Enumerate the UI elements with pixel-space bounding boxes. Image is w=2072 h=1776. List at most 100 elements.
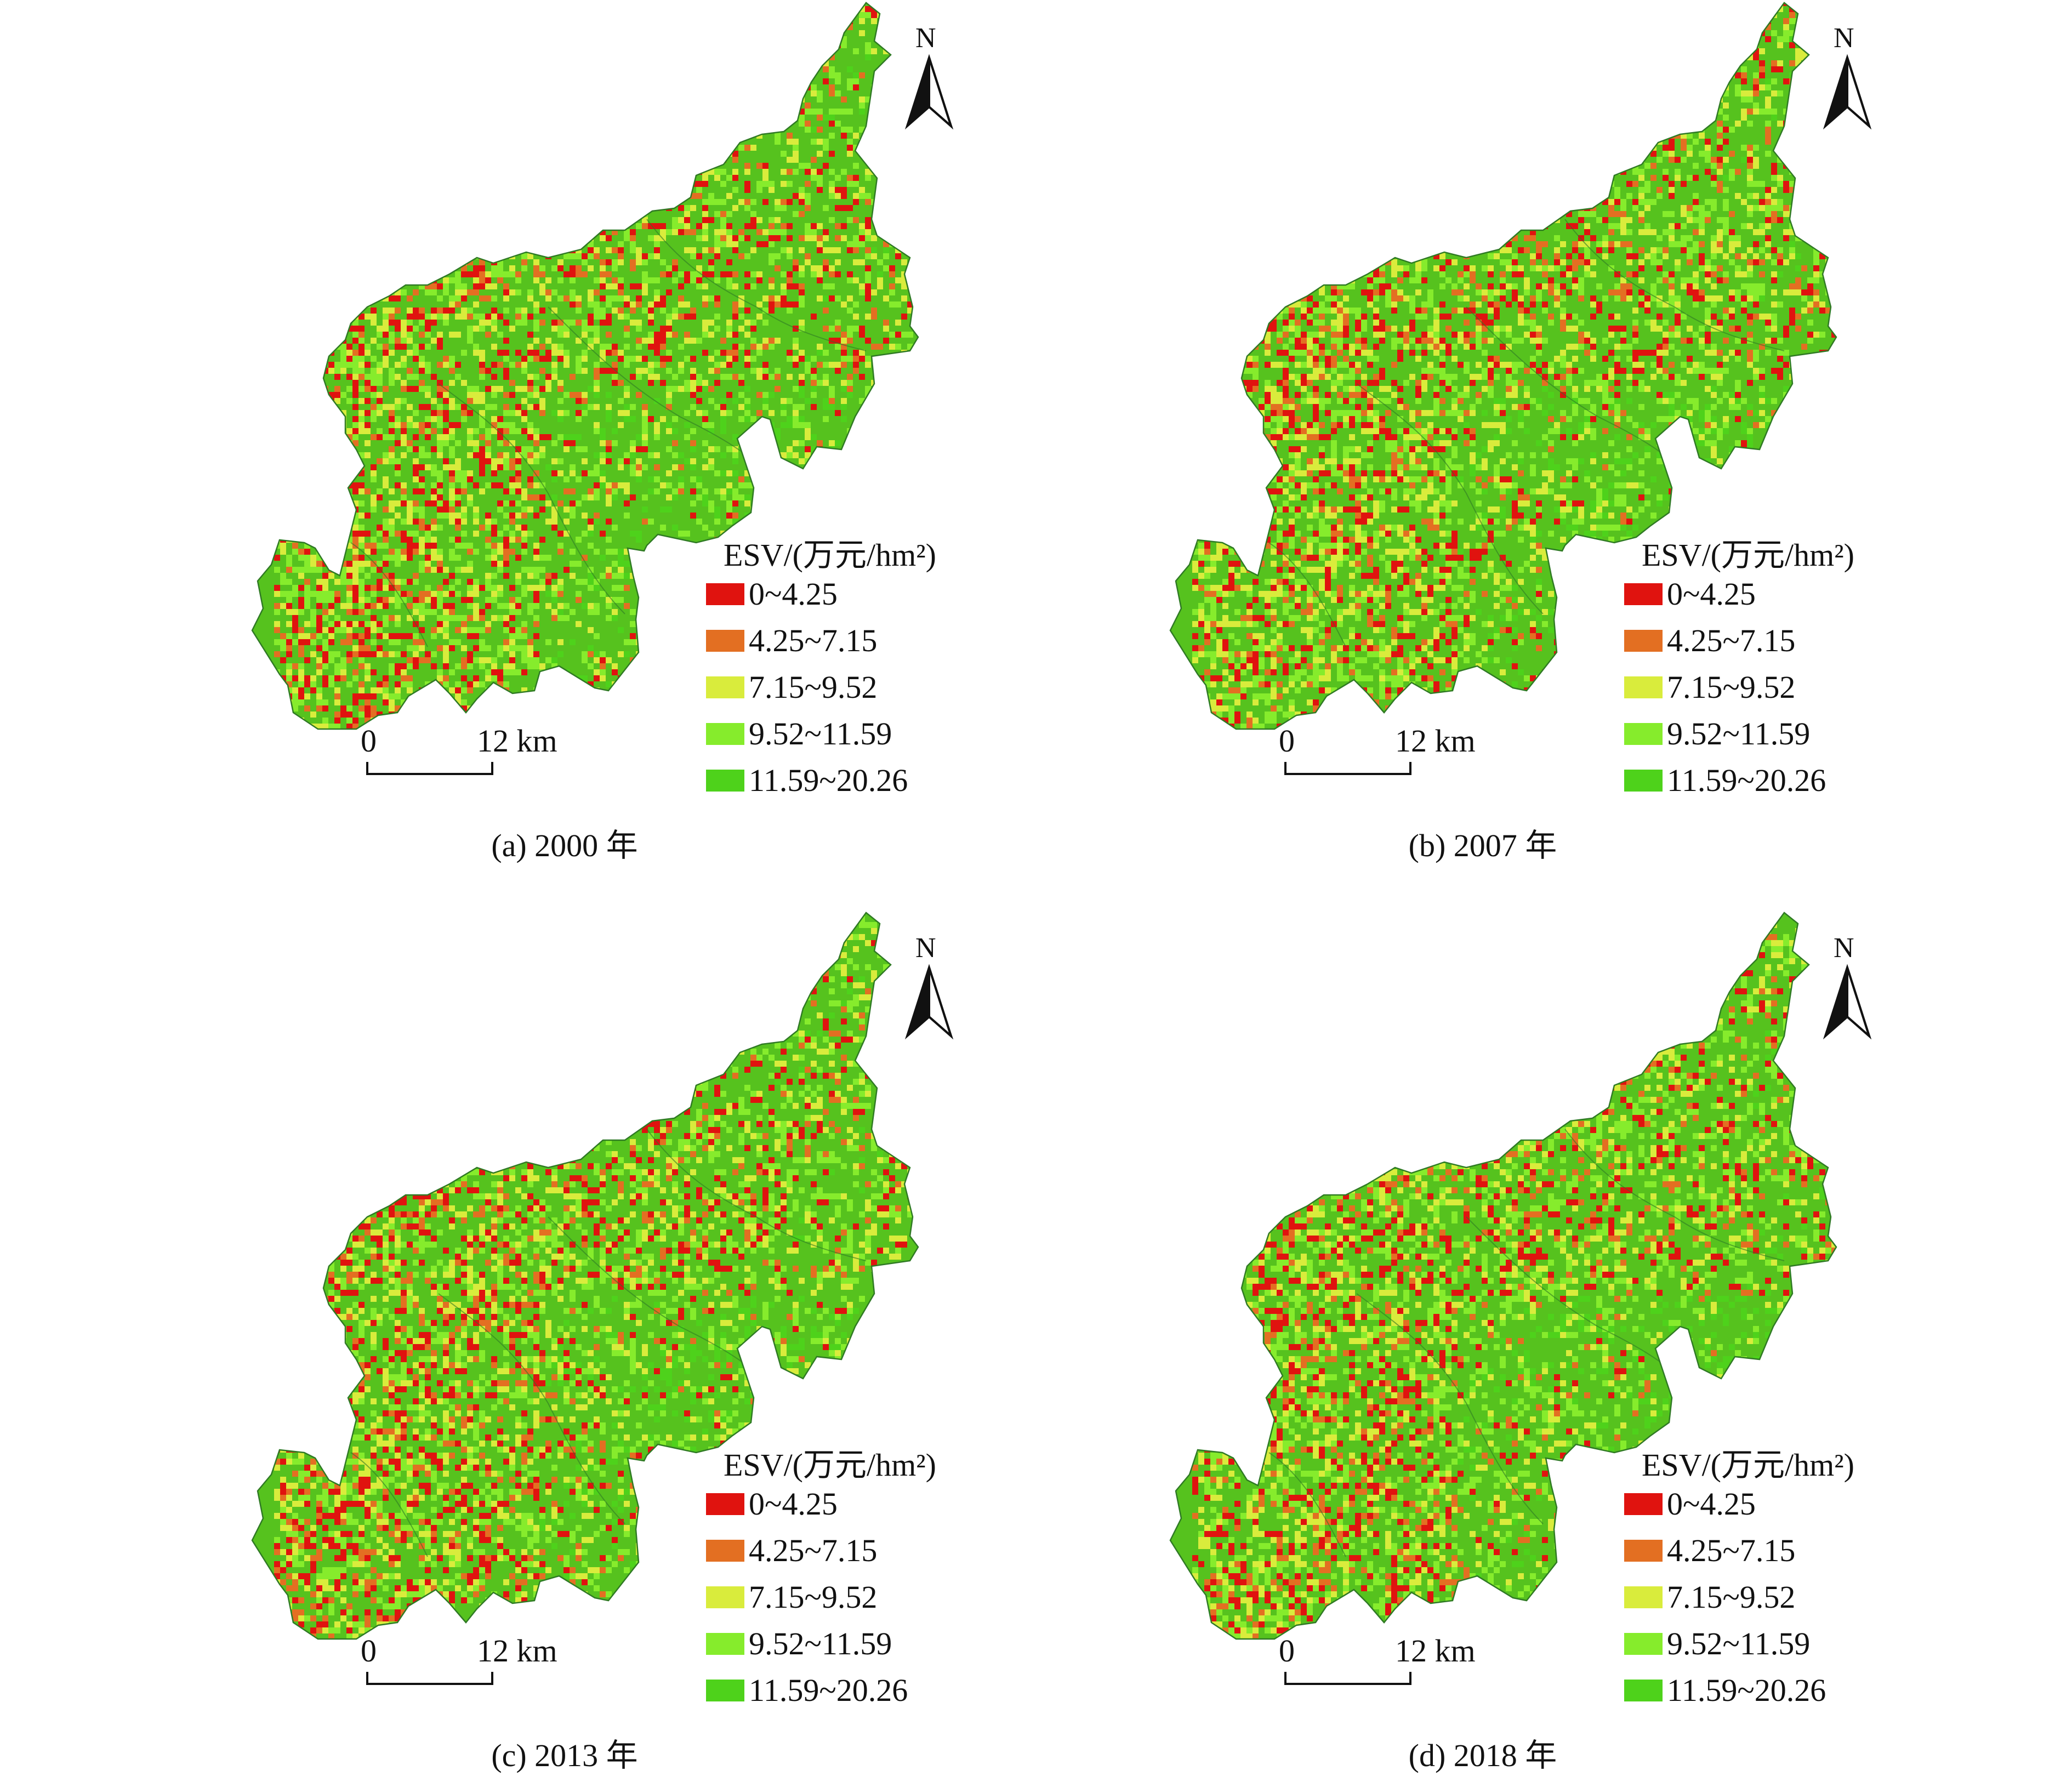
legend-swatch-class-2 <box>1624 1539 1663 1562</box>
legend-swatch-class-5 <box>706 769 744 792</box>
legend-label: 0~4.25 <box>749 1485 838 1522</box>
legend-item-class-4: 9.52~11.59 <box>1624 715 1810 752</box>
legend-swatch-class-4 <box>1624 722 1663 745</box>
legend-label: 11.59~20.26 <box>1667 1672 1826 1709</box>
legend-title: ESV/(万元/hm²) <box>1642 529 1854 575</box>
legend-swatch-class-3 <box>706 1586 744 1608</box>
legend-item-class-3: 7.15~9.52 <box>706 1579 877 1615</box>
panel-caption: (d) 2018 年 <box>1017 1729 1949 1775</box>
legend-swatch-class-4 <box>1624 1632 1663 1655</box>
legend-item-class-1: 0~4.25 <box>706 576 838 612</box>
legend-label: 9.52~11.59 <box>1667 715 1810 752</box>
legend-label: 9.52~11.59 <box>749 715 892 752</box>
legend-title: ESV/(万元/hm²) <box>724 1439 936 1485</box>
legend-label: 4.25~7.15 <box>1667 1532 1795 1569</box>
legend-swatch-class-1 <box>1624 1493 1663 1515</box>
scale-bar <box>366 762 493 775</box>
legend-label: 11.59~20.26 <box>1667 762 1826 799</box>
legend-label: 4.25~7.15 <box>749 1532 877 1569</box>
legend-label: 9.52~11.59 <box>1667 1625 1810 1662</box>
region-outline <box>251 912 919 1640</box>
legend-item-class-5: 11.59~20.26 <box>1624 1672 1826 1709</box>
legend-label: 7.15~9.52 <box>1667 1579 1795 1615</box>
legend-item-class-2: 4.25~7.15 <box>706 1532 877 1569</box>
map-panel-b: N ESV/(万元/hm²) 0~4.25 4.25~7.15 7.15~9.5… <box>1017 0 1949 866</box>
legend-item-class-1: 0~4.25 <box>1624 1485 1756 1522</box>
legend-item-class-3: 7.15~9.52 <box>706 669 877 705</box>
scale-bar <box>1284 1672 1411 1685</box>
map-panel-c: N ESV/(万元/hm²) 0~4.25 4.25~7.15 7.15~9.5… <box>99 910 1031 1776</box>
north-arrow-icon <box>904 964 954 1040</box>
scale-bar <box>1284 762 1411 775</box>
legend-title: ESV/(万元/hm²) <box>724 529 936 575</box>
legend-item-class-4: 9.52~11.59 <box>706 1625 892 1662</box>
panel-caption: (b) 2007 年 <box>1017 819 1949 866</box>
legend-item-class-3: 7.15~9.52 <box>1624 669 1795 705</box>
legend-item-class-2: 4.25~7.15 <box>1624 1532 1795 1569</box>
scale-start-label: 0 <box>361 722 377 759</box>
legend-swatch-class-2 <box>706 629 744 652</box>
legend-item-class-2: 4.25~7.15 <box>1624 622 1795 659</box>
legend-label: 7.15~9.52 <box>749 669 877 705</box>
legend-label: 0~4.25 <box>1667 576 1756 612</box>
north-arrow-icon <box>904 54 954 130</box>
legend-swatch-class-4 <box>706 1632 744 1655</box>
north-arrow-icon <box>1823 964 1872 1040</box>
legend-label: 7.15~9.52 <box>749 1579 877 1615</box>
legend-item-class-4: 9.52~11.59 <box>706 715 892 752</box>
scale-end-label: 12 km <box>1395 722 1476 759</box>
legend-swatch-class-5 <box>706 1679 744 1701</box>
legend-item-class-3: 7.15~9.52 <box>1624 1579 1795 1615</box>
region-outline <box>1169 2 1837 730</box>
legend-label: 4.25~7.15 <box>1667 622 1795 659</box>
scale-end-label: 12 km <box>477 722 557 759</box>
legend-swatch-class-5 <box>1624 1679 1663 1701</box>
scale-end-label: 12 km <box>477 1632 557 1669</box>
scale-start-label: 0 <box>361 1632 377 1669</box>
esv-map-2013 <box>251 912 954 1685</box>
region-outline <box>251 2 919 730</box>
legend-label: 4.25~7.15 <box>749 622 877 659</box>
legend-label: 9.52~11.59 <box>749 1625 892 1662</box>
legend-label: 11.59~20.26 <box>749 1672 908 1709</box>
panel-caption: (a) 2000 年 <box>99 819 1031 866</box>
legend-item-class-4: 9.52~11.59 <box>1624 1625 1810 1662</box>
legend-swatch-class-3 <box>1624 1586 1663 1608</box>
legend-swatch-class-5 <box>1624 769 1663 792</box>
north-label: N <box>1834 932 1854 964</box>
legend-title: ESV/(万元/hm²) <box>1642 1439 1854 1485</box>
legend-item-class-1: 0~4.25 <box>706 1485 838 1522</box>
scale-start-label: 0 <box>1279 1632 1295 1669</box>
legend-label: 0~4.25 <box>1667 1485 1756 1522</box>
scale-bar <box>366 1672 493 1685</box>
legend-item-class-2: 4.25~7.15 <box>706 622 877 659</box>
legend-item-class-5: 11.59~20.26 <box>706 762 908 799</box>
legend-swatch-class-3 <box>1624 676 1663 698</box>
legend-swatch-class-4 <box>706 722 744 745</box>
legend-swatch-class-2 <box>1624 629 1663 652</box>
legend-swatch-class-1 <box>706 1493 744 1515</box>
esv-map-2000 <box>251 2 954 775</box>
legend-item-class-5: 11.59~20.26 <box>1624 762 1826 799</box>
legend-swatch-class-1 <box>1624 583 1663 605</box>
legend-swatch-class-3 <box>706 676 744 698</box>
esv-map-2007 <box>1169 2 1872 775</box>
legend-item-class-5: 11.59~20.26 <box>706 1672 908 1709</box>
legend-label: 0~4.25 <box>749 576 838 612</box>
scale-end-label: 12 km <box>1395 1632 1476 1669</box>
map-panel-a: N ESV/(万元/hm²) 0~4.25 4.25~7.15 7.15~9.5… <box>99 0 1031 866</box>
panel-caption: (c) 2013 年 <box>99 1729 1031 1775</box>
north-label: N <box>1834 22 1854 54</box>
legend-item-class-1: 0~4.25 <box>1624 576 1756 612</box>
esv-map-2018 <box>1169 912 1872 1685</box>
legend-label: 7.15~9.52 <box>1667 669 1795 705</box>
north-arrow-icon <box>1823 54 1872 130</box>
legend-label: 11.59~20.26 <box>749 762 908 799</box>
legend-swatch-class-1 <box>706 583 744 605</box>
scale-start-label: 0 <box>1279 722 1295 759</box>
region-outline <box>1169 912 1837 1640</box>
north-label: N <box>915 22 936 54</box>
legend-swatch-class-2 <box>706 1539 744 1562</box>
north-label: N <box>915 932 936 964</box>
map-panel-d: N ESV/(万元/hm²) 0~4.25 4.25~7.15 7.15~9.5… <box>1017 910 1949 1776</box>
